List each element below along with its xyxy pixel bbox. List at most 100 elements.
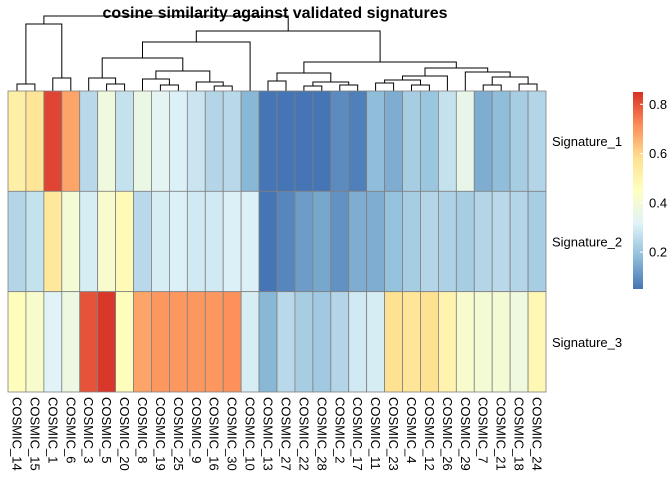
heatmap-cell [348, 90, 368, 192]
heatmap-cell [204, 291, 224, 393]
dendrogram-branch [155, 70, 211, 82]
heatmap-cell [527, 190, 547, 293]
heatmap-cell [7, 90, 27, 192]
heatmap-cell [294, 291, 314, 393]
heatmap-cells [7, 90, 547, 393]
heatmap-cell [168, 190, 188, 293]
heatmap-cell [491, 291, 511, 393]
heatmap-cell [491, 90, 511, 192]
heatmap-cell [455, 90, 475, 192]
heatmap-cell [420, 90, 439, 192]
heatmap-cell [420, 190, 439, 293]
heatmap-cell [97, 190, 116, 293]
heatmap-cell [437, 90, 457, 192]
color-scale-label: 0.6 [649, 146, 667, 161]
column-label: COSMIC_4 [404, 397, 419, 463]
dendrogram-branch [267, 80, 287, 91]
column-label: COSMIC_20 [117, 397, 132, 471]
heatmap-cell [204, 190, 224, 293]
heatmap-cell [43, 90, 63, 192]
column-label: COSMIC_19 [153, 397, 168, 471]
heatmap-cell [61, 291, 81, 393]
heatmap-cell [240, 90, 260, 192]
heatmap-cell [402, 90, 421, 192]
dendrogram-branch [52, 77, 72, 91]
heatmap-cell [222, 90, 242, 192]
heatmap-cell [258, 190, 278, 293]
heatmap-cell [366, 291, 386, 393]
row-label: Signature_2 [552, 235, 622, 250]
heatmap-cell [330, 291, 350, 393]
heatmap-cell [527, 291, 547, 393]
heatmap-cell [491, 190, 511, 293]
heatmap-cell [79, 291, 99, 393]
dendrogram-branch [213, 85, 233, 91]
column-label: COSMIC_16 [207, 397, 222, 471]
column-label: COSMIC_10 [243, 397, 258, 471]
heatmap-cell [330, 190, 350, 293]
heatmap-cell [330, 90, 350, 192]
heatmap-cell [366, 90, 386, 192]
heatmap-cell [97, 90, 116, 192]
column-label: COSMIC_7 [476, 397, 491, 463]
column-label: COSMIC_5 [99, 397, 114, 463]
heatmap-cell [276, 190, 296, 293]
dendrogram-branch [16, 83, 36, 91]
heatmap-cell [79, 190, 99, 293]
color-legend: 0.2 0.4 0.6 0.8 [633, 92, 667, 289]
dendrogram-branch [375, 82, 395, 91]
dendrogram-branch [101, 57, 184, 78]
heatmap-cell [294, 190, 314, 293]
heatmap-cell [258, 291, 278, 393]
dendrogram-branch [43, 15, 289, 31]
heatmap-cell [61, 190, 81, 293]
heatmap-cell [7, 291, 27, 393]
heatmap-cell [455, 190, 475, 293]
heatmap-cell [276, 291, 296, 393]
column-label: COSMIC_3 [81, 397, 96, 463]
chart-title: cosine similarity against validated sign… [102, 5, 447, 22]
color-scale-label: 0.2 [649, 245, 667, 260]
heatmap-cell [402, 291, 421, 393]
column-label: COSMIC_26 [440, 397, 455, 471]
column-label: COSMIC_13 [261, 397, 276, 471]
heatmap-cell [43, 190, 63, 293]
heatmap-cell [402, 190, 421, 293]
heatmap-cell [97, 291, 116, 393]
column-label: COSMIC_14 [10, 397, 25, 471]
heatmap-cell [455, 291, 475, 393]
column-dendrogram [16, 15, 538, 91]
dendrogram-branch [159, 84, 179, 91]
row-labels: Signature_1 Signature_2 Signature_3 [552, 134, 622, 350]
heatmap-cell [115, 291, 134, 393]
heatmap-cell [240, 190, 260, 293]
heatmap-cell [348, 291, 368, 393]
dendrogram-branch [464, 71, 511, 91]
heatmap-cell [473, 291, 493, 393]
heatmap-cell [168, 90, 188, 192]
color-scale-label: 0.4 [649, 195, 667, 210]
heatmap-cell [473, 90, 493, 192]
column-label: COSMIC_22 [296, 397, 311, 471]
heatmap-cell [133, 190, 152, 293]
heatmap-cell [204, 90, 224, 192]
heatmap-cell [366, 190, 386, 293]
heatmap-cell [276, 90, 296, 192]
column-label: COSMIC_21 [494, 397, 509, 471]
heatmap-cell [527, 90, 547, 192]
heatmap-cell [473, 190, 493, 293]
heatmap-cell [312, 291, 332, 393]
heatmap-cell [133, 291, 152, 393]
heatmap-cell [151, 190, 170, 293]
heatmap-cell [25, 291, 45, 393]
heatmap-cell [437, 291, 457, 393]
heatmap-cell [258, 90, 278, 192]
column-label: COSMIC_11 [368, 397, 383, 470]
column-label: COSMIC_18 [512, 397, 527, 471]
row-label: Signature_3 [552, 335, 622, 350]
heatmap-cell [312, 90, 332, 192]
heatmap-cell [151, 90, 170, 192]
heatmap-cell [79, 90, 99, 192]
